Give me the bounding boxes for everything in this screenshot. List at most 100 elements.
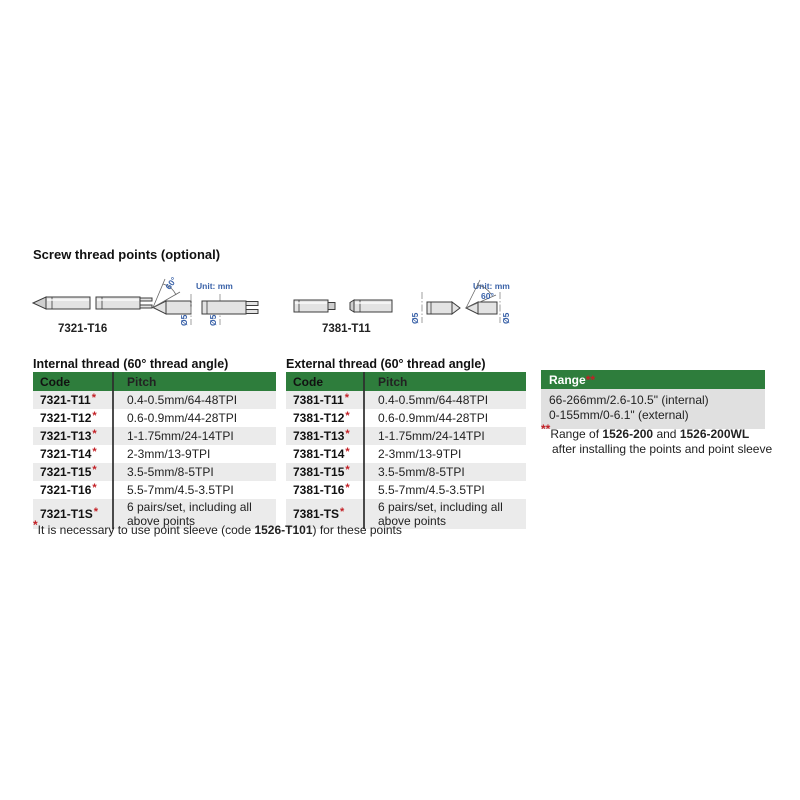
required-star: *: [92, 427, 97, 440]
code-text: 7321-T12: [40, 410, 92, 425]
range-header: Range **: [541, 370, 765, 389]
table-row: 7381-T12* 0.6-0.9mm/44-28TPI: [286, 409, 526, 427]
angle-label: 60°: [481, 291, 494, 301]
code-text: 7321-T15: [40, 464, 92, 479]
footnote-stars: **: [541, 422, 551, 436]
required-star: *: [92, 445, 97, 458]
external-thread-section: External thread (60° thread angle) Code …: [286, 356, 526, 529]
pitch-cell: 3.5-5mm/8-5TPI: [127, 465, 214, 479]
pitch-cell: 3.5-5mm/8-5TPI: [378, 465, 465, 479]
pitch-cell: 0.6-0.9mm/44-28TPI: [127, 411, 238, 425]
code-cell: 7321-T11*: [33, 391, 119, 408]
table-title: Internal thread (60° thread angle): [33, 357, 229, 371]
table-header-row: Code Pitch: [33, 372, 276, 391]
angle-label: 60°: [163, 275, 179, 292]
range-box: Range ** 66-266mm/2.6-10.5" (internal) 0-…: [541, 370, 765, 429]
code-cell: 7381-T13*: [286, 427, 370, 444]
pitch-cell: 1-1.75mm/24-14TPI: [378, 429, 485, 443]
external-point-photo-1: [293, 299, 336, 313]
sleeve-code: 1526-T101: [254, 523, 313, 537]
internal-fork-drawing: Ø5: [201, 294, 259, 326]
product-code: 1526-200: [602, 427, 654, 441]
internal-cone-drawing: 60° Ø5: [151, 275, 192, 326]
footnote-text: ) for these points: [312, 523, 402, 537]
required-star: *: [92, 481, 97, 494]
pitch-cell: 6 pairs/set, including all above points: [127, 500, 252, 528]
required-star: *: [345, 481, 350, 494]
code-cell: 7321-T13*: [33, 427, 119, 444]
sleeve-footnote: *It is necessary to use point sleeve (co…: [33, 519, 402, 537]
code-cell: 7321-T15*: [33, 463, 119, 480]
required-star: *: [345, 427, 350, 440]
unit-label: Unit: mm: [473, 281, 510, 291]
diameter-label: Ø5: [179, 314, 189, 326]
table-row: 7321-T14* 2-3mm/13-9TPI: [33, 445, 276, 463]
table-row: 7321-T12* 0.6-0.9mm/44-28TPI: [33, 409, 276, 427]
table-row: 7381-T15* 3.5-5mm/8-5TPI: [286, 463, 526, 481]
required-star: *: [91, 391, 96, 404]
table-row: 7321-T11* 0.4-0.5mm/64-48TPI: [33, 391, 276, 409]
footnote-text: It is necessary to use point sleeve (cod…: [37, 523, 255, 537]
section-title: Screw thread points (optional): [33, 247, 221, 262]
pitch-cell: 5.5-7mm/4.5-3.5TPI: [127, 483, 234, 497]
pitch-cell: 1-1.75mm/24-14TPI: [127, 429, 234, 443]
pitch-cell: 0.4-0.5mm/64-48TPI: [127, 393, 238, 407]
diameter-label: Ø5: [501, 312, 511, 324]
code-text: 7381-T16: [293, 482, 345, 497]
column-divider: [112, 372, 114, 529]
external-cone-drawing: 60° Ø5: [464, 279, 511, 324]
range-footnote-line1: **Range of 1526-200 and 1526-200WL: [541, 423, 799, 442]
pitch-cell: 2-3mm/13-9TPI: [378, 447, 462, 461]
external-point-drawing: Ø5: [410, 292, 461, 324]
code-cell: 7321-T16*: [33, 481, 119, 498]
range-internal: 66-266mm/2.6-10.5" (internal): [549, 393, 709, 407]
code-text: 7381-T12: [293, 410, 345, 425]
code-text: 7381-TS: [293, 506, 340, 521]
table-row: 7381-T14* 2-3mm/13-9TPI: [286, 445, 526, 463]
external-point-photo-2: [349, 299, 393, 313]
column-header-code: Code: [40, 374, 70, 389]
range-title: Range: [549, 372, 586, 387]
table-row: 7381-T13* 1-1.75mm/24-14TPI: [286, 427, 526, 445]
external-points-diagram: Unit: mm 7381-T11 Ø5 60° Ø5: [293, 279, 511, 335]
column-header-pitch: Pitch: [127, 374, 157, 389]
external-points-code-label: 7381-T11: [322, 323, 371, 335]
code-cell: 7381-T12*: [286, 409, 370, 426]
code-text: 7321-T13: [40, 428, 92, 443]
code-cell: 7381-T14*: [286, 446, 370, 462]
required-star: *: [92, 409, 97, 422]
pitch-cell: 0.4-0.5mm/64-48TPI: [378, 393, 489, 407]
code-text: 7381-T11: [293, 392, 344, 407]
column-header-pitch: Pitch: [378, 374, 408, 389]
external-thread-table: Code Pitch 7381-T11* 0.4-0.5mm/64-48TPI …: [286, 372, 526, 529]
unit-label: Unit: mm: [196, 281, 233, 291]
internal-points-diagram: Unit: mm 7321-T16 60° Ø5 Ø5: [31, 275, 259, 335]
required-star: *: [344, 391, 349, 404]
required-star: *: [345, 409, 350, 422]
code-text: 7321-T1S: [40, 506, 93, 521]
footnote-star: *: [33, 518, 38, 532]
code-cell: 7381-TS*: [286, 506, 370, 522]
table-title: External thread (60° thread angle): [286, 357, 486, 371]
required-star: *: [93, 505, 98, 518]
code-cell: 7321-T14*: [33, 445, 119, 462]
range-values: 66-266mm/2.6-10.5" (internal) 0-155mm/0-…: [541, 389, 765, 429]
code-cell: 7381-T16*: [286, 481, 370, 498]
internal-point-photo-2: [95, 296, 153, 310]
required-star: *: [92, 463, 97, 476]
table-row: 7381-T11* 0.4-0.5mm/64-48TPI: [286, 391, 526, 409]
internal-thread-section: Internal thread (60° thread angle) Code …: [33, 356, 276, 529]
column-divider: [363, 372, 365, 529]
code-cell: 7381-T11*: [286, 391, 370, 408]
table-row: 7321-T1S* 6 pairs/set, including all abo…: [33, 499, 276, 529]
footnote-text: and: [653, 427, 680, 441]
code-cell: 7381-T15*: [286, 464, 370, 480]
table-row: 7381-TS* 6 pairs/set, including all abov…: [286, 499, 526, 529]
internal-thread-table: Code Pitch 7321-T11* 0.4-0.5mm/64-48TPI …: [33, 372, 276, 529]
footnote-text: Range of: [550, 427, 603, 441]
code-text: 7321-T11: [40, 392, 91, 407]
diameter-label: Ø5: [208, 314, 218, 326]
pitch-cell: 0.6-0.9mm/44-28TPI: [378, 411, 489, 425]
range-external: 0-155mm/0-6.1" (external): [549, 408, 689, 422]
table-row: 7321-T15* 3.5-5mm/8-5TPI: [33, 463, 276, 481]
